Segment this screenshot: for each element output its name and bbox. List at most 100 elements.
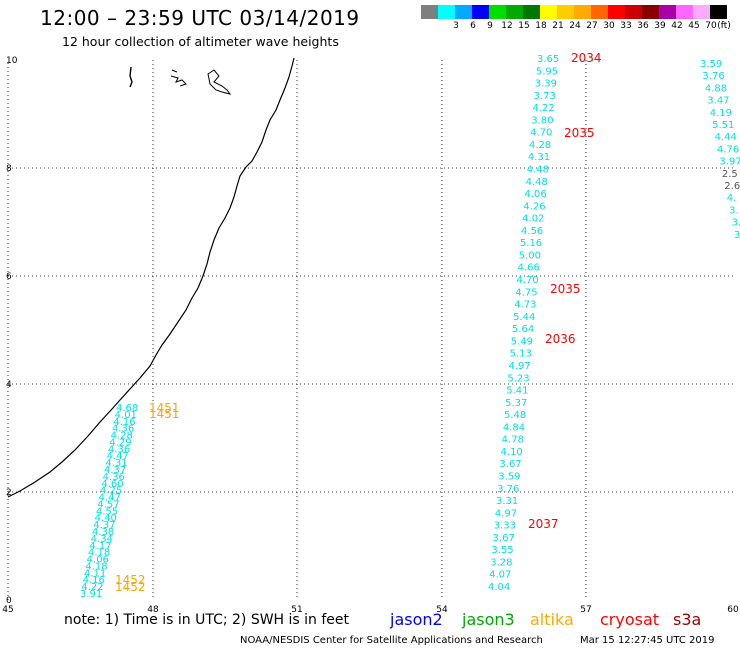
wave-height-label: 4.73: [514, 300, 536, 311]
wave-height-label: 4.11: [84, 568, 106, 579]
wave-height-label: 5.13: [510, 349, 532, 360]
wave-height-label: 4.56: [521, 226, 543, 237]
legend-jason2: jason2: [390, 610, 443, 629]
x-tick-label: 57: [580, 605, 591, 615]
y-tick-label: 0: [6, 596, 12, 606]
wave-height-label: 4.06: [87, 555, 109, 566]
wave-height-label: 4.70: [516, 275, 538, 286]
island-2: [170, 69, 187, 87]
wave-height-label: 3.: [734, 230, 740, 241]
legend-swatch: [489, 5, 506, 19]
wave-height-label: 4.48: [527, 165, 549, 176]
wave-height-label: 3.59: [498, 471, 520, 482]
legend-swatch: [438, 5, 455, 19]
legend-cryosat: cryosat: [600, 610, 660, 629]
legend-jason3: jason3: [462, 610, 515, 629]
wave-height-label: 4.78: [502, 435, 524, 446]
wave-height-label: 4.47: [99, 493, 121, 504]
wave-height-label: 4.18: [88, 548, 110, 559]
legend-s3a: s3a: [673, 610, 702, 629]
wave-height-label: 4.19: [710, 108, 732, 119]
wave-height-label: 4.07: [489, 570, 511, 581]
legend-unit: (ft): [717, 21, 731, 31]
wave-height-label: 4.28: [529, 140, 551, 151]
x-tick-label: 51: [291, 605, 302, 615]
legend-swatch: [659, 5, 676, 19]
wave-height-label: 4.66: [518, 263, 540, 274]
wave-height-label: 5.16: [520, 238, 542, 249]
wave-height-label: 4.48: [526, 177, 548, 188]
wave-height-label: 4.36: [108, 444, 130, 455]
wave-height-label: 4.47: [107, 451, 129, 462]
wave-height-label: 3.: [732, 218, 740, 229]
wave-height-label: 4.97: [509, 361, 531, 372]
wave-height-label: 5.23: [507, 373, 529, 384]
wave-height-label: 4.34: [91, 534, 113, 545]
wave-height-label: 4.18: [85, 561, 107, 572]
wave-height-label: 3.76: [702, 71, 724, 82]
wave-height-label: 4.04: [488, 582, 510, 593]
legend-label: 33: [620, 21, 632, 31]
wave-height-label: 4.31: [528, 152, 550, 163]
legend-label: 42: [671, 21, 683, 31]
wave-height-label: 3.28: [490, 557, 512, 568]
wave-height-label: 5.95: [536, 66, 558, 77]
wave-height-label: 3.76: [497, 484, 519, 495]
wave-height-label: 3.65: [537, 54, 559, 65]
wave-height-label: 3.73: [534, 91, 556, 102]
wave-height-label: 3.59: [700, 59, 722, 70]
legend-swatch: [557, 5, 574, 19]
legend-swatch: [625, 5, 642, 19]
coastline: [7, 57, 295, 498]
legend-swatch: [472, 5, 489, 19]
legend-label: 24: [569, 21, 581, 31]
page-title: 12:00 – 23:59 UTC 03/14/2019: [40, 6, 360, 30]
pass-time-label: 1451: [149, 407, 180, 421]
footer-timestamp: Mar 15 12:27:45 UTC 2019: [580, 635, 715, 646]
wave-height-label: 4.40: [95, 513, 117, 524]
wave-height-label: 3.67: [493, 533, 515, 544]
wave-height-label: 3.: [729, 205, 739, 216]
wave-height-label: 4.38: [92, 527, 114, 538]
legend-swatch: [455, 5, 472, 19]
wave-height-label: 4.16: [113, 417, 135, 428]
wave-height-label: 2.5: [722, 169, 738, 180]
legend-label: 36: [637, 21, 649, 31]
legend-swatch: [642, 5, 659, 19]
legend-label: 21: [552, 21, 564, 31]
y-tick-label: 8: [6, 164, 12, 174]
wave-height-label: 4.68: [116, 403, 138, 414]
wave-height-label: 4.25: [100, 486, 122, 497]
wave-height-label: 4.: [727, 193, 737, 204]
wave-height-label: 4.76: [717, 144, 739, 155]
legend-swatch: [608, 5, 625, 19]
wave-height-label: 4.17: [89, 541, 111, 552]
legend-label: 12: [501, 21, 513, 31]
legend-swatch: [710, 5, 727, 19]
pass-time-label: 1452: [115, 580, 146, 594]
wave-height-label: 4.97: [495, 508, 517, 519]
legend-swatch: [676, 5, 693, 19]
legend-label: 27: [586, 21, 598, 31]
legend-altika: altika: [530, 610, 574, 629]
legend-label: 6: [470, 21, 476, 31]
wave-height-label: 4.55: [96, 506, 118, 517]
x-tick-label: 60: [727, 605, 739, 615]
legend-label: 70: [705, 21, 717, 31]
wave-height-label: 3.31: [496, 496, 518, 507]
legend-label: 3: [453, 21, 459, 31]
legend-label: 30: [603, 21, 615, 31]
wave-height-label: 4.60: [101, 479, 123, 490]
wave-height-label: 5.37: [505, 398, 527, 409]
map-grid: [7, 60, 733, 600]
y-tick-label: 4: [6, 380, 12, 390]
footer-note: note: 1) Time is in UTC; 2) SWH is in fe…: [64, 612, 350, 628]
island-1: [129, 66, 133, 88]
axis-tick-labels: 45 48 51 54 57 60 0 2 4 6 8 10: [2, 56, 739, 615]
wave-height-label: 4.06: [524, 189, 546, 200]
pass-time-label: 2036: [545, 332, 576, 346]
wave-height-label: 5.44: [513, 312, 535, 323]
legend-label: 18: [535, 21, 547, 31]
x-tick-label: 54: [436, 605, 448, 615]
